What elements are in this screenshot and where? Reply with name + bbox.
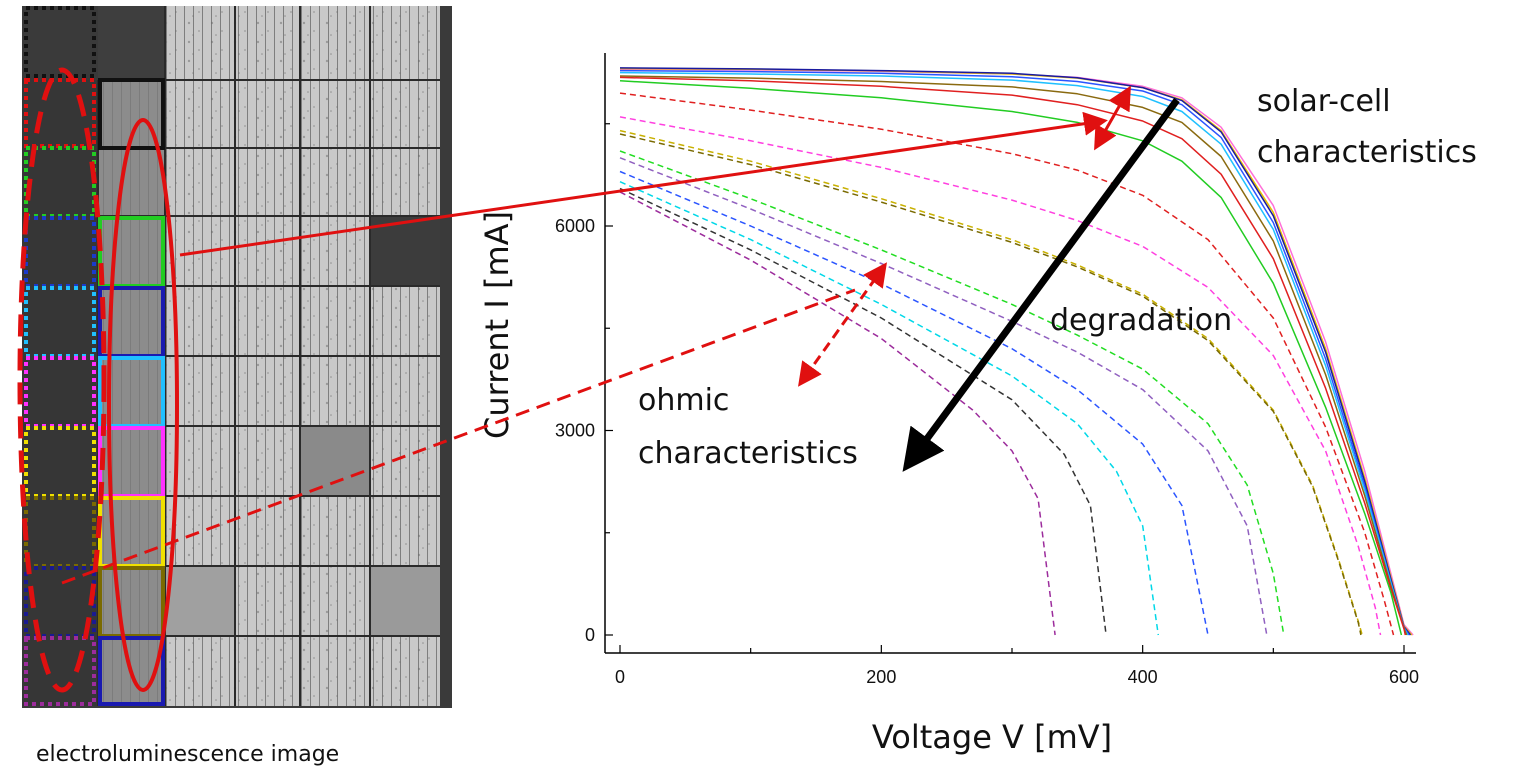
solid-ellipse [107,118,179,692]
solid-gap-arrow [1094,85,1131,151]
image-caption: electroluminescence image [36,742,340,767]
chart-curves [619,67,1414,636]
electroluminescence-panel [17,6,452,708]
x-tick-label: 0 [615,667,625,687]
solid-link-arrow [179,111,1108,257]
iv-curve-ohmic-11 [619,133,1362,636]
y-tick-label: 0 [585,625,595,645]
x-tick-label: 400 [1128,667,1158,687]
annotation-ohmic-1: ohmic [638,383,729,418]
iv-curve-solar-5 [619,75,1408,636]
dark-cell [370,216,440,286]
annotation-degradation: degradation [1050,303,1232,338]
iv-curve-ohmic-16 [619,187,1107,636]
iv-curve-ohmic-15 [619,181,1160,636]
x-tick-label: 200 [866,667,896,687]
annotation-solar-cell-1: solar-cell [1257,84,1391,119]
iv-curve-ohmic-14 [619,170,1209,636]
iv-curve-solar-4 [619,71,1409,636]
y-tick-label: 6000 [555,216,595,236]
annotation-ohmic-2: characteristics [638,436,858,471]
iv-curve-ohmic-12 [619,150,1285,636]
y-axis-label: Current I [mA] [478,211,516,439]
y-tick-label: 3000 [555,421,595,441]
dark-top [98,6,165,80]
dotted-markers [24,6,96,706]
iv-curve-ohmic-10 [619,129,1363,636]
dim-cell [300,426,370,496]
degradation-arrow [902,97,1180,472]
iv-curve-solar-7 [619,80,1403,636]
iv-curve-ohmic-9 [619,116,1382,636]
iv-curve-ohmic-17 [619,191,1056,636]
dashed-link-arrow [61,288,856,585]
dim-cell [165,566,235,636]
dashed-ellipse [17,67,107,693]
annotation-solar-cell-2: characteristics [1257,135,1477,170]
x-tick-label: 600 [1389,667,1419,687]
x-axis-label: Voltage V [mV] [872,718,1112,756]
iv-curve-solar-2 [619,67,1412,636]
iv-curve-solar-6 [619,76,1407,636]
dim-cell [370,566,440,636]
iv-curve-ohmic-8 [619,92,1395,636]
dashed-gap-arrow [798,262,887,387]
